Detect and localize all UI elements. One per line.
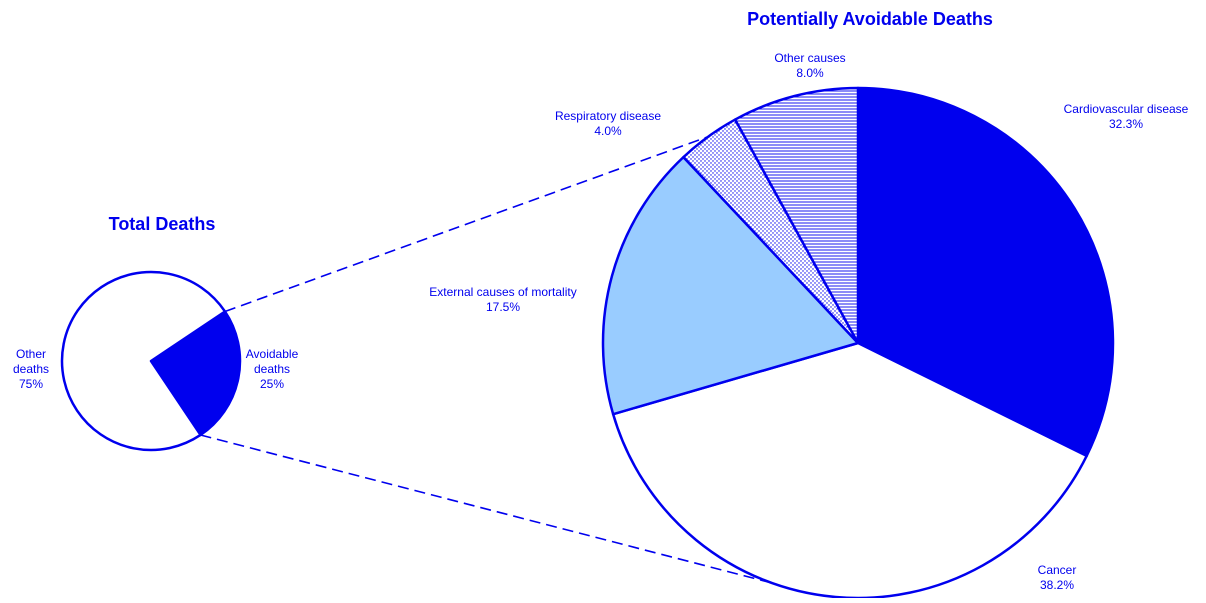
avoidable-deaths-title: Potentially Avoidable Deaths xyxy=(747,9,993,29)
avoidable-slice-other-causes xyxy=(733,86,860,345)
avoidable-slice-cardiovascular-disease xyxy=(856,86,1115,458)
total-label-avoidable-deaths: Avoidable deaths 25% xyxy=(246,347,299,391)
avoidable-slice-external-causes-of-mortality xyxy=(601,155,860,416)
total-label-other-deaths: Other deaths 75% xyxy=(13,347,49,391)
total-slice-other-deaths xyxy=(60,270,227,452)
total-deaths-title: Total Deaths xyxy=(109,214,216,234)
slice-labels: Avoidable deaths 25% Other deaths 75% Cardiova… xyxy=(13,51,1189,592)
total-slice-avoidable-deaths xyxy=(149,310,242,437)
connector-lines xyxy=(200,135,819,596)
connector-line-top xyxy=(224,135,709,313)
avoidable-slice-cancer xyxy=(611,341,1088,600)
avoidable-label-respiratory-disease: Respiratory disease 4.0% xyxy=(555,109,661,138)
avoidable-label-cancer: Cancer 38.2% xyxy=(1038,563,1077,592)
avoidable-label-external-causes-of-mortality: External causes of mortality 17.5% xyxy=(429,285,576,314)
avoidable-label-other-causes: Other causes 8.0% xyxy=(774,51,845,80)
connector-line-bottom xyxy=(200,434,819,596)
total-deaths-pie xyxy=(60,270,242,452)
avoidable-deaths-pie xyxy=(601,86,1115,600)
avoidable-label-cardiovascular-disease: Cardiovascular disease 32.3% xyxy=(1064,102,1189,131)
